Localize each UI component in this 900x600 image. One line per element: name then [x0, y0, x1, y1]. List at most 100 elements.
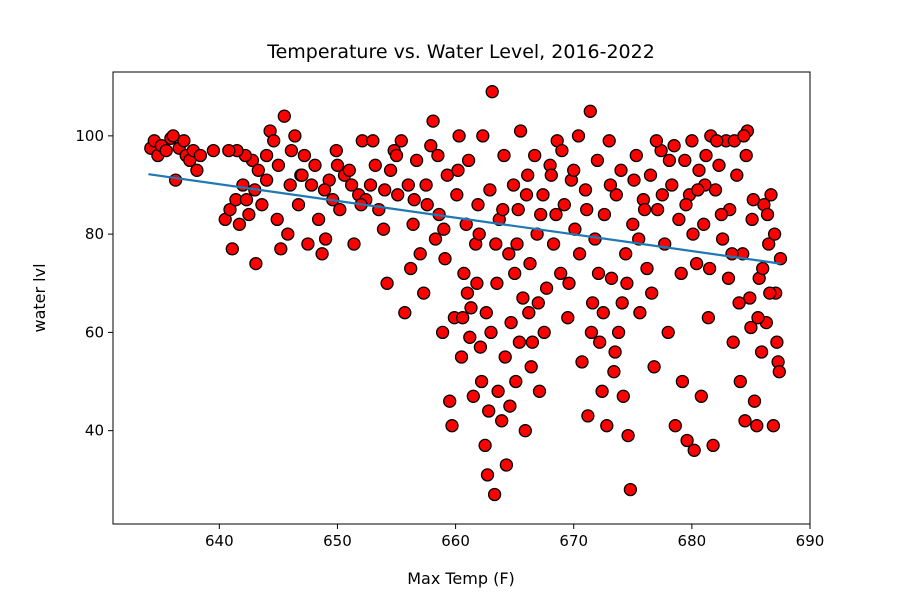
data-point [470, 276, 484, 290]
chart-title: Temperature vs. Water Level, 2016-2022 [266, 41, 655, 63]
data-point [472, 227, 486, 241]
data-point [674, 266, 688, 281]
data-point [745, 212, 759, 227]
data-point [409, 153, 424, 168]
data-point [712, 158, 726, 172]
data-point [751, 311, 765, 325]
data-point [304, 178, 319, 192]
data-point [760, 207, 775, 222]
data-point [699, 148, 713, 163]
data-point [737, 129, 751, 143]
data-point [166, 129, 180, 143]
data-point [581, 409, 595, 423]
data-point [537, 325, 551, 340]
data-point [773, 252, 788, 266]
data-point [283, 178, 297, 192]
data-point [443, 394, 457, 408]
data-point [619, 247, 633, 261]
data-point [732, 296, 746, 310]
data-point [539, 281, 554, 295]
data-point [482, 404, 496, 418]
data-point [662, 153, 677, 168]
data-point [177, 134, 191, 148]
data-point [665, 178, 679, 192]
data-point [281, 227, 295, 241]
data-point [513, 124, 528, 138]
data-point [743, 291, 757, 305]
data-point [689, 256, 704, 271]
data-point [645, 286, 659, 300]
data-point [744, 320, 758, 335]
data-point [159, 143, 173, 158]
data-point [667, 139, 681, 153]
data-point [571, 129, 586, 143]
plot-frame [112, 71, 811, 525]
data-point [291, 198, 306, 212]
data-point [686, 227, 700, 241]
data-point [193, 148, 208, 163]
data-point [524, 360, 538, 374]
data-point [687, 443, 701, 457]
data-point [398, 306, 412, 320]
data-point [710, 134, 724, 148]
data-point [394, 134, 408, 148]
data-point [232, 217, 247, 231]
data-point [770, 335, 784, 349]
data-point [295, 168, 309, 182]
x-tick-label: 680 [678, 532, 707, 550]
data-point [251, 163, 265, 177]
data-point [504, 315, 518, 330]
data-point [508, 266, 522, 281]
data-point [480, 468, 495, 482]
data-point [497, 148, 511, 163]
y-tick-label: 60 [85, 323, 104, 341]
data-point [637, 202, 652, 217]
data-point [297, 148, 312, 163]
data-point [259, 173, 274, 187]
data-point [730, 168, 744, 182]
data-point [267, 134, 281, 148]
data-point [168, 173, 183, 187]
data-point [627, 173, 641, 187]
data-point [532, 384, 547, 398]
data-point [580, 202, 594, 217]
data-point [546, 237, 561, 251]
data-point [510, 237, 524, 251]
data-point [739, 148, 753, 163]
data-point [762, 237, 776, 251]
data-point [461, 153, 476, 168]
data-point [519, 188, 534, 202]
data-point [714, 207, 729, 222]
data-point [495, 414, 509, 428]
data-point [242, 207, 256, 222]
data-point [471, 198, 485, 212]
data-point [609, 188, 623, 202]
data-point [649, 134, 664, 148]
data-point [485, 85, 499, 99]
data-point [549, 207, 563, 222]
data-point [555, 143, 569, 158]
data-point [629, 148, 643, 163]
data-point [721, 271, 736, 285]
data-point [591, 266, 606, 281]
data-point [288, 129, 302, 143]
data-point [223, 202, 237, 217]
data-point [420, 198, 434, 212]
data-point [329, 143, 343, 158]
data-point [655, 188, 669, 202]
data-point [536, 188, 550, 202]
y-tick-label: 100 [75, 127, 104, 145]
data-point [697, 217, 711, 231]
data-point [706, 438, 720, 453]
data-point [225, 242, 239, 256]
data-point [259, 148, 274, 163]
data-point [557, 198, 571, 212]
data-point [452, 129, 466, 143]
data-point [600, 419, 614, 433]
data-point [440, 168, 454, 182]
data-point [608, 345, 622, 359]
data-point [668, 419, 682, 433]
data-point [473, 340, 488, 354]
data-point [672, 212, 686, 227]
